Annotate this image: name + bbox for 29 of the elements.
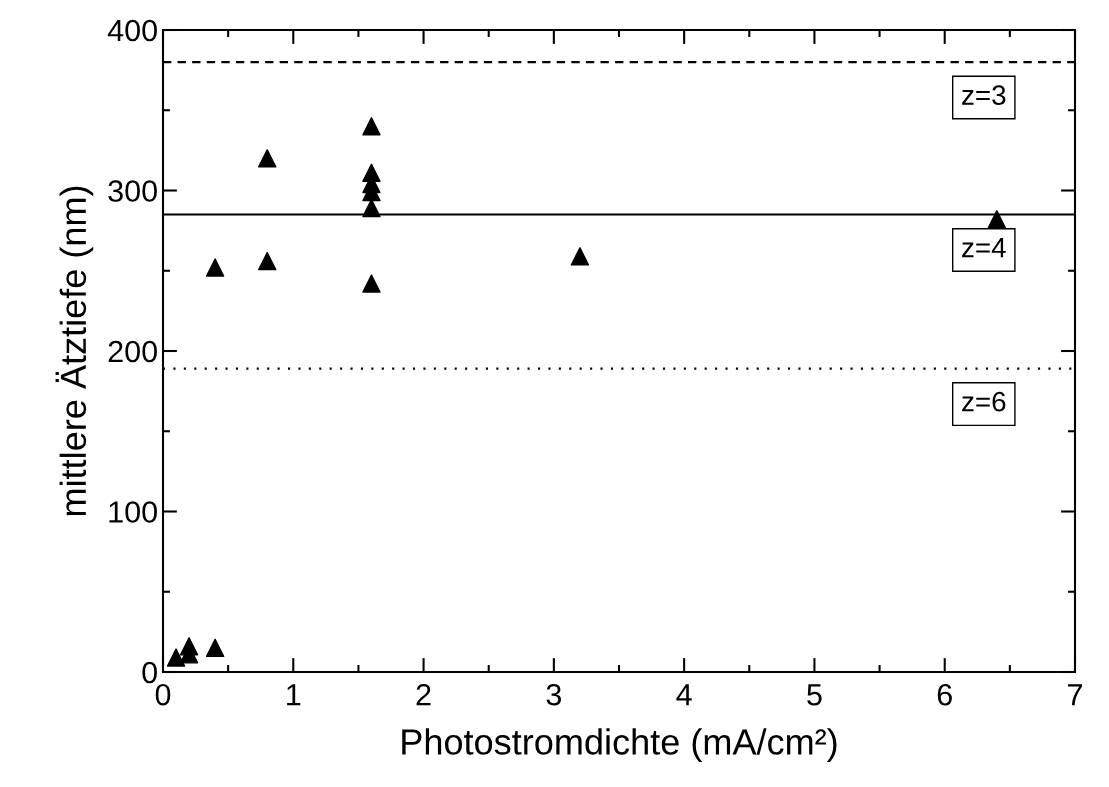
y-tick-label: 100	[109, 501, 157, 523]
y-tick-label: 400	[107, 19, 157, 42]
point	[205, 258, 225, 277]
x-tick-label: 2	[416, 683, 431, 706]
x-tick-label: 0	[155, 683, 171, 706]
x-tick-label: 1	[287, 684, 301, 706]
x-tick-label: 6	[937, 683, 952, 706]
x-tick-label: 5	[807, 684, 822, 706]
point	[166, 648, 186, 667]
point	[362, 117, 381, 136]
x-tick-label: 7	[1068, 684, 1082, 706]
y-tick-label: 300	[108, 180, 157, 202]
x-axis-title: Photostromdichte (mA/cm²)	[402, 728, 837, 762]
point	[179, 637, 199, 656]
annotation: z=6	[962, 391, 1006, 412]
x-tick-label: 4	[676, 684, 692, 706]
point	[362, 198, 381, 218]
point	[205, 638, 225, 658]
annotation: z=3	[962, 85, 1006, 105]
point	[258, 149, 277, 168]
y-tick-label: 0	[142, 661, 157, 684]
point	[362, 274, 381, 293]
y-tick-label: 200	[108, 340, 157, 363]
point	[987, 210, 1007, 229]
x-tick-label: 3	[546, 683, 562, 706]
point	[570, 247, 590, 266]
y-axis-title: mittlere Ätztiefe (nm)	[55, 186, 94, 516]
annotation: z=4	[962, 238, 1006, 258]
point	[258, 251, 277, 271]
